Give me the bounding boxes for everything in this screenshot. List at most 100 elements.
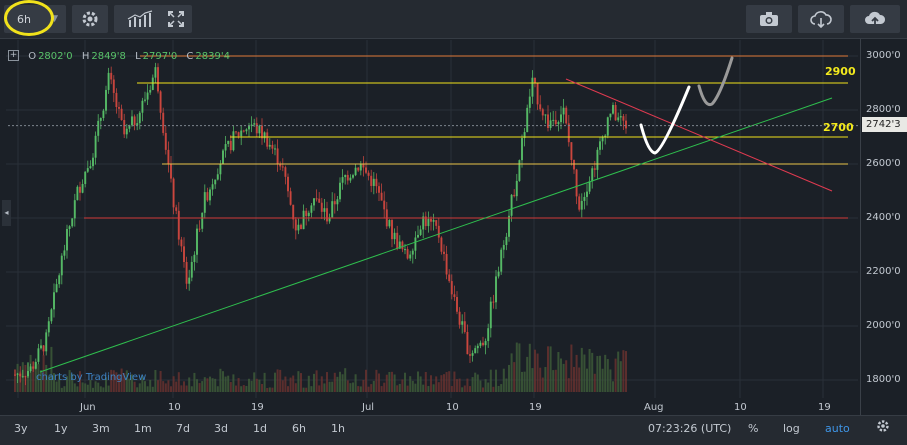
candle-body [339, 182, 341, 200]
volume-bar [107, 385, 110, 392]
range-3m[interactable]: 3m [92, 422, 110, 435]
volume-bar [539, 367, 542, 392]
candle-body [92, 157, 94, 167]
volume-bar [336, 376, 339, 392]
volume-bar [619, 361, 622, 392]
volume-bar [50, 346, 53, 392]
candle-body [463, 321, 466, 332]
candle-body [388, 220, 391, 227]
volume-bar [450, 386, 453, 392]
volume-bar [175, 381, 178, 392]
volume-bar [430, 375, 432, 392]
volume-bar [203, 377, 206, 392]
load-chart-button[interactable] [798, 5, 844, 33]
candle-body [518, 160, 521, 181]
range-1y[interactable]: 1y [54, 422, 68, 435]
volume-bar [557, 352, 560, 392]
candle-body [502, 245, 505, 250]
volume-bar [349, 383, 352, 392]
candle-body [591, 168, 594, 182]
volume-bar [388, 372, 391, 392]
tradingview-watermark[interactable]: charts by TradingView [36, 372, 147, 383]
volume-bar [209, 376, 211, 392]
chevron-down-icon: ▼ [51, 14, 58, 24]
candle-body [375, 178, 378, 187]
percent-toggle[interactable]: % [748, 422, 759, 435]
auto-toggle[interactable]: auto [825, 422, 850, 435]
highlight-circle [4, 0, 54, 36]
volume-bar [73, 383, 76, 392]
candle-body [196, 228, 198, 255]
candle-body [302, 210, 305, 230]
candle-body [229, 140, 232, 151]
candle-body [362, 164, 365, 168]
candle-body [461, 321, 464, 325]
save-chart-button[interactable] [850, 5, 900, 33]
volume-bar [601, 368, 604, 392]
volume-bar [385, 374, 388, 392]
volume-bar [370, 384, 373, 392]
ohlc-legend: + O 2802'0 H 2849'8 L 2797'0 C 2839'4 [8, 50, 236, 62]
candle-body [549, 120, 552, 128]
volume-bar [274, 372, 276, 392]
candle-body [235, 131, 237, 133]
volume-bar [521, 371, 523, 392]
volume-bar [544, 367, 547, 392]
close-label: C [186, 50, 194, 62]
volume-bar [328, 381, 331, 392]
volume-bar [84, 383, 87, 392]
volume-bar [190, 386, 193, 392]
candle-body [53, 292, 55, 310]
range-1m[interactable]: 1m [134, 422, 152, 435]
gear-icon [82, 11, 98, 27]
range-3y[interactable]: 3y [14, 422, 28, 435]
volume-bar [326, 372, 328, 392]
settings-button[interactable] [72, 5, 108, 33]
expand-icon[interactable]: + [8, 50, 19, 61]
volume-bar [445, 372, 448, 392]
volume-bar [170, 386, 172, 392]
volume-bar [240, 386, 243, 392]
candle-body [391, 220, 393, 240]
volume-bar [245, 385, 248, 392]
volume-bar [138, 383, 141, 392]
collapse-left-icon[interactable]: ◂ [2, 200, 11, 226]
descending-trendline [565, 78, 833, 192]
candle-body [474, 348, 477, 354]
log-toggle[interactable]: log [783, 422, 800, 435]
volume-bar [281, 380, 284, 392]
volume-bar [248, 378, 250, 392]
candle-body [102, 110, 105, 119]
candle-body [560, 114, 562, 123]
volume-bar [476, 374, 479, 392]
candle-body [625, 120, 627, 129]
candle-body [622, 116, 625, 121]
candle-body [489, 301, 492, 329]
candle-body [14, 374, 16, 376]
range-1d[interactable]: 1d [253, 422, 267, 435]
price-axis[interactable] [860, 39, 907, 415]
candle-body [320, 202, 323, 212]
candle-body [513, 194, 516, 197]
candle-body [19, 373, 22, 377]
y-tick-label: 2200'0 [866, 266, 901, 277]
range-3d[interactable]: 3d [214, 422, 228, 435]
range-7d[interactable]: 7d [176, 422, 190, 435]
range-1h[interactable]: 1h [331, 422, 345, 435]
candle-body [180, 239, 183, 247]
candle-body [466, 331, 469, 355]
candle-body [318, 198, 321, 203]
utc-clock[interactable]: 07:23:26 (UTC) [648, 422, 732, 435]
candle-body [586, 191, 588, 197]
chart-settings-button[interactable] [876, 419, 890, 436]
volume-bar [339, 371, 341, 392]
range-6h[interactable]: 6h [292, 422, 306, 435]
volume-bar [365, 369, 367, 392]
volume-bar [219, 368, 222, 392]
candle-body [167, 149, 170, 164]
candle-body [245, 129, 248, 132]
fullscreen-button[interactable] [160, 5, 192, 33]
snapshot-button[interactable] [746, 5, 792, 33]
candle-body [50, 309, 53, 322]
